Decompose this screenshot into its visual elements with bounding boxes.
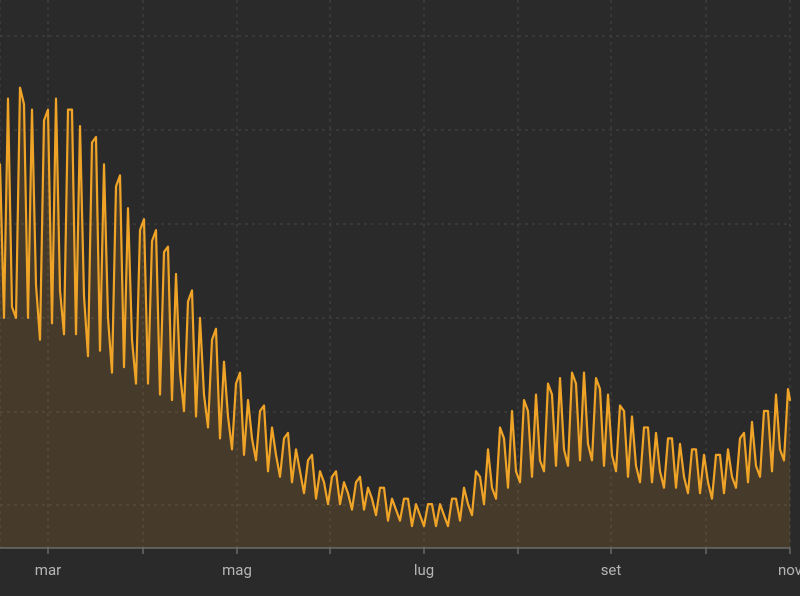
x-tick-label: nov <box>778 561 800 579</box>
x-tick-label: mar <box>35 561 61 579</box>
time-series-chart: mar mag lug set nov <box>0 0 800 596</box>
x-tick-label: mag <box>222 561 252 579</box>
chart-svg: mar mag lug set nov <box>0 0 800 596</box>
x-tick-label: set <box>601 561 622 579</box>
x-tick-label: lug <box>414 561 434 579</box>
